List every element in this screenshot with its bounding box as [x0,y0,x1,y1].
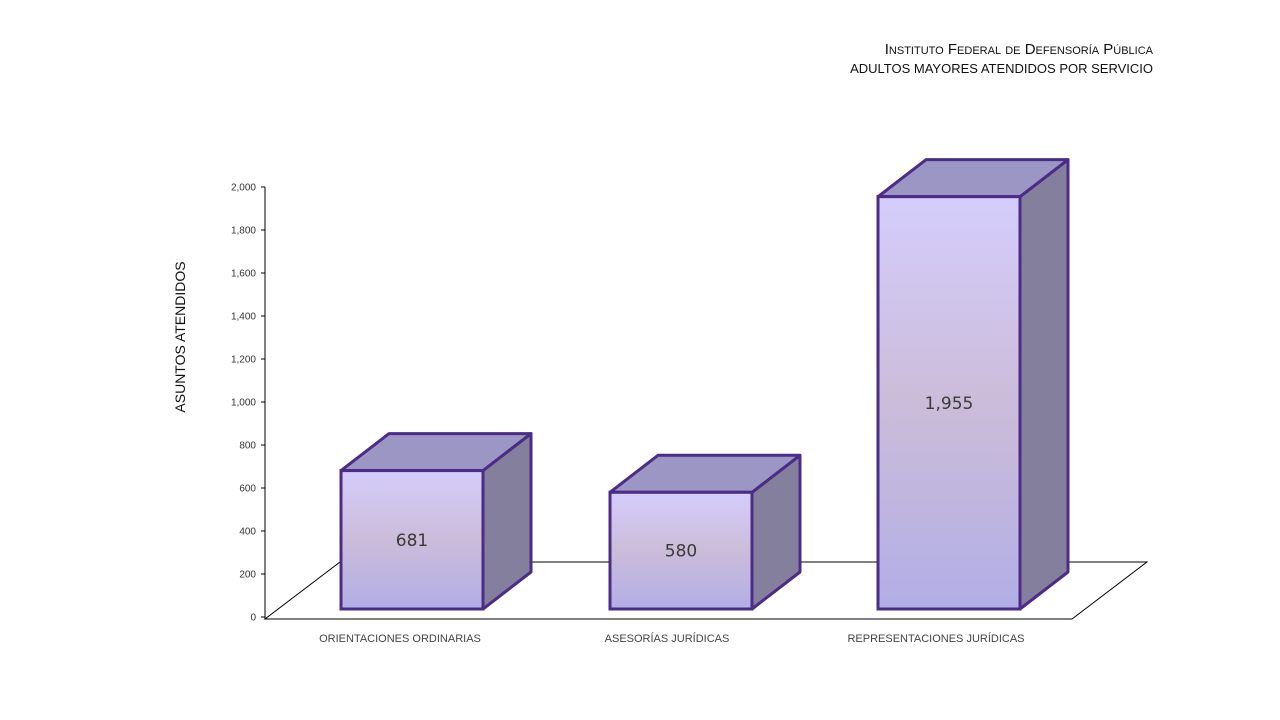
bar-data-label: 580 [665,542,697,562]
y-tick-label: 400 [239,527,256,538]
x-category-label: ORIENTACIONES ORDINARIAS [319,633,481,645]
y-tick-label: 1,600 [231,269,256,280]
bar [339,469,485,611]
y-tick-label: 2,000 [231,183,256,194]
title-block: Instituto Federal de Defensoría Pública … [850,40,1153,78]
y-tick-label: 800 [239,441,256,452]
chart-subtitle: ADULTOS MAYORES ATENDIDOS POR SERVICIO [850,61,1153,76]
y-tick-label: 1,400 [231,312,256,323]
bar-data-label: 681 [396,531,428,551]
bar [876,195,1022,611]
chart-title: Instituto Federal de Defensoría Pública [884,41,1153,58]
x-category-label: REPRESENTACIONES JURÍDICAS [847,632,1024,645]
y-tick-label: 1,800 [231,226,256,237]
x-category-label: ASESORÍAS JURÍDICAS [605,632,730,645]
bar [608,490,754,611]
bar-side-face [1018,158,1070,611]
y-tick-label: 200 [239,570,256,581]
y-tick-label: 600 [239,484,256,495]
y-tick-label: 1,000 [231,398,256,409]
bar-data-label: 1,955 [925,394,974,414]
y-tick-label: 0 [250,613,256,624]
y-tick-label: 1,200 [231,355,256,366]
